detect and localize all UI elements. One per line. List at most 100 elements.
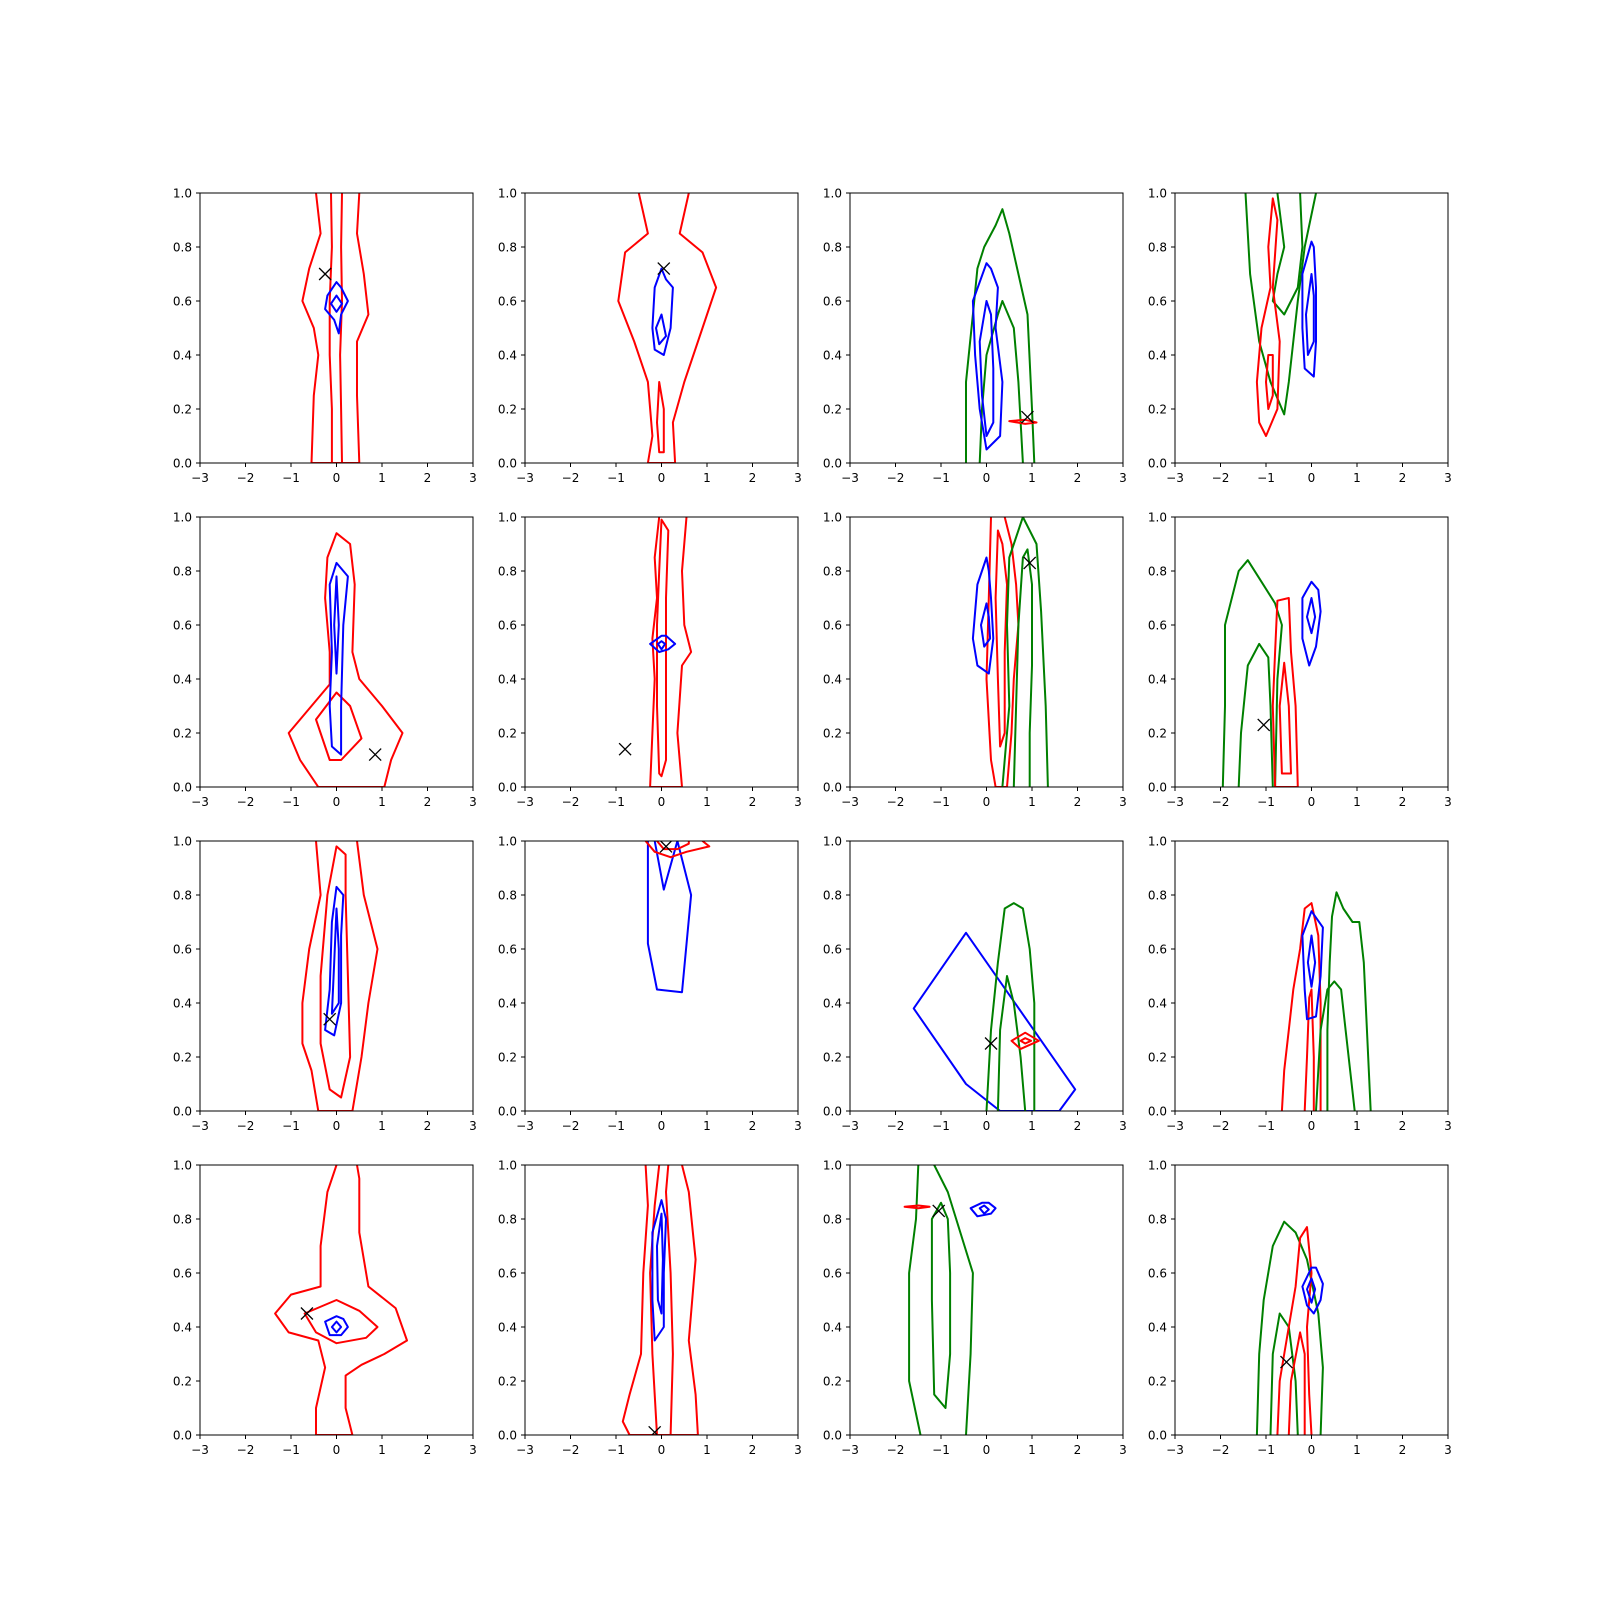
green-contour [978,300,1024,463]
y-tick-label: 1.0 [1148,1159,1167,1173]
plot-area [1280,891,1372,1111]
y-tick-label: 0.8 [173,1213,192,1227]
red-contour [287,532,404,787]
x-marker [1280,1355,1293,1369]
y-tick-label: 0.8 [1148,565,1167,579]
y-tick-label: 0.4 [173,673,192,687]
x-tick-label: 2 [1074,795,1082,809]
x-tick-label: 0 [1308,471,1316,485]
x-tick-label: 3 [794,471,802,485]
y-tick-label: 0.2 [823,1051,842,1065]
red-contour [903,1204,931,1210]
x-tick-label: −3 [1166,1443,1184,1457]
green-contour [1012,548,1033,787]
blue-contour [1301,240,1317,378]
x-tick-label: 2 [1399,795,1407,809]
x-tick-label: 0 [983,1119,991,1133]
blue-contour [324,885,345,1037]
x-marker [659,841,673,853]
blue-contour [1301,1266,1324,1315]
blue-contour [978,300,995,437]
panel-11: −3 −2 −1 0 1 2 3 0.0 0.2 0.4 0.6 0.8 1.0 [823,835,1127,1134]
red-contour [1276,1226,1313,1435]
y-tick-label: 0.4 [498,349,517,363]
y-tick-label: 0.6 [173,619,192,633]
plot-area [965,208,1038,463]
x-tick-label: 3 [469,795,477,809]
x-tick-label: 2 [749,471,757,485]
x-tick-label: 2 [424,471,432,485]
y-tick-label: 0.4 [498,673,517,687]
red-contour [1010,1031,1040,1050]
x-tick-label: 3 [794,1443,802,1457]
x-tick-label: −3 [841,471,859,485]
x-tick-label: 0 [1308,1443,1316,1457]
x-tick-label: 1 [1353,1443,1361,1457]
y-tick-label: 0.0 [498,1429,517,1443]
y-tick-label: 1.0 [173,187,192,201]
x-tick-label: −3 [516,1443,534,1457]
x-tick-label: 3 [469,471,477,485]
x-tick-label: 0 [1308,795,1316,809]
blue-contour [1306,1277,1317,1304]
y-tick-label: 0.0 [173,1429,192,1443]
x-tick-label: 0 [333,1119,341,1133]
red-contour [301,841,379,1111]
y-tick-label: 0.6 [173,1267,192,1281]
y-tick-label: 0.0 [823,457,842,471]
green-contour [985,902,1036,1111]
x-tick-label: −3 [516,471,534,485]
y-tick-label: 1.0 [498,1159,517,1173]
green-contour [965,208,1036,463]
panel-8: −3 −2 −1 0 1 2 3 0.0 0.2 0.4 0.6 0.8 1.0 [1148,511,1452,810]
green-contour [996,975,1027,1111]
panel-12: −3 −2 −1 0 1 2 3 0.0 0.2 0.4 0.6 0.8 1.0 [1148,835,1452,1134]
x-marker [984,1037,998,1050]
x-tick-label: −1 [932,1119,950,1133]
x-tick-label: 0 [658,471,666,485]
plot-area [621,1165,699,1435]
blue-contour [1301,910,1324,1021]
green-contour [930,1201,952,1409]
x-tick-label: −3 [516,795,534,809]
x-tick-label: 2 [1074,1443,1082,1457]
plot-area [618,517,693,787]
x-tick-label: 3 [1119,795,1127,809]
green-contour [933,1165,974,1435]
red-contour [1280,902,1322,1111]
x-tick-label: −3 [841,1119,859,1133]
x-marker-stroke [932,1204,946,1218]
x-marker-stroke [1020,410,1034,424]
red-contour [1287,1331,1306,1435]
axes-frame [1174,192,1449,464]
panel-14: −3 −2 −1 0 1 2 3 0.0 0.2 0.4 0.6 0.8 1.0 [498,1159,802,1458]
x-tick-label: 2 [749,1119,757,1133]
y-tick-label: 0.2 [498,403,517,417]
plot-area [274,1165,408,1435]
blue-contour [651,1199,667,1342]
x-tick-label: 2 [1399,471,1407,485]
y-tick-label: 0.8 [1148,1213,1167,1227]
x-tick-label: −1 [607,1119,625,1133]
x-tick-label: 0 [333,1443,341,1457]
x-tick-label: −3 [841,795,859,809]
y-tick-label: 0.8 [173,565,192,579]
x-tick-label: −3 [1166,471,1184,485]
x-tick-label: −2 [562,471,580,485]
y-tick-label: 1.0 [498,187,517,201]
y-tick-label: 0.4 [1148,997,1167,1011]
y-tick-label: 0.8 [498,1213,517,1227]
y-tick-label: 0.0 [823,1105,842,1119]
x-tick-label: 3 [1119,1119,1127,1133]
y-tick-label: 0.4 [1148,673,1167,687]
x-tick-label: 2 [424,1443,432,1457]
x-tick-label: −3 [191,1443,209,1457]
blue-contour [324,281,349,335]
y-tick-label: 0.4 [498,997,517,1011]
y-tick-label: 0.6 [173,295,192,309]
x-tick-label: 3 [794,795,802,809]
y-tick-label: 0.2 [1148,403,1167,417]
x-tick-label: −1 [932,795,950,809]
y-tick-label: 1.0 [1148,187,1167,201]
x-tick-label: 3 [469,1119,477,1133]
